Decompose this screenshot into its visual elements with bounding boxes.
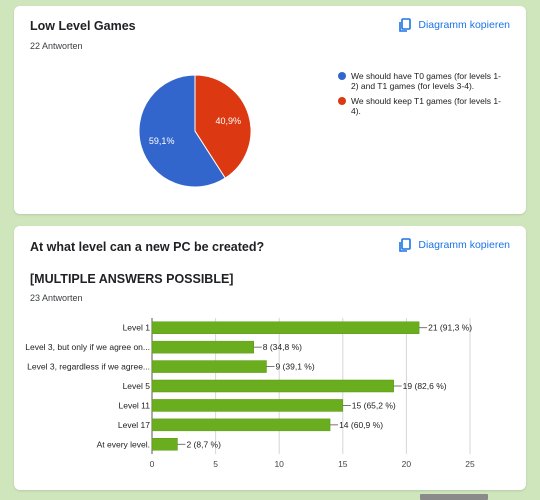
category-label: Level 3, but only if we agree on... [25,342,150,352]
bar-chart-card: At what level can a new PC be created? [… [14,226,526,490]
response-count: 23 Antworten [30,293,83,303]
data-label: 21 (91,3 %) [428,323,472,333]
legend-label: We should have T0 games (for levels 1-2)… [351,71,501,91]
data-label: 2 (8,7 %) [186,439,221,449]
copy-chart-label: Diagramm kopieren [418,19,510,31]
pie-slice-0 [138,74,226,188]
scrollbar-thumb[interactable] [420,494,488,500]
x-tick-label: 20 [402,459,412,469]
category-label: Level 1 [123,323,151,333]
bar [151,360,267,373]
pie-slice-label: 59,1% [149,136,175,146]
question-title: At what level can a new PC be created? [30,240,265,254]
response-count: 22 Antworten [30,41,83,51]
copy-chart-button[interactable]: Diagramm kopieren [398,18,510,32]
pie-slice-label: 40,9% [216,116,242,126]
pie-chart-card: Low Level Games 22 Antworten Diagramm ko… [14,6,526,214]
bar-chart: 0 5 10 15 20 25 Level 1 21 (91,3 %) Level 3, but… [25,318,475,469]
bar [151,399,344,412]
data-label: 15 (65,2 %) [352,400,396,410]
x-tick-label: 25 [465,459,475,469]
legend-swatch [338,97,346,105]
copy-icon [398,18,412,32]
x-tick-label: 10 [274,459,284,469]
pie-legend: We should have T0 games (for levels 1-2)… [338,71,508,121]
copy-icon [398,238,412,252]
legend-entry: We should keep T1 games (for levels 1-4)… [338,96,508,116]
category-label: Level 5 [123,381,151,391]
category-label: At every level. [97,439,150,449]
pie-chart: 59,1% 40,9% [138,74,252,188]
data-label: 9 (39,1 %) [275,362,314,372]
bar [151,321,420,334]
x-tick-label: 5 [213,459,218,469]
legend-entry: We should have T0 games (for levels 1-2)… [338,71,508,91]
question-subtitle: [MULTIPLE ANSWERS POSSIBLE] [30,272,234,286]
legend-label: We should keep T1 games (for levels 1-4)… [351,96,501,116]
bar [151,379,394,393]
category-label: Level 11 [118,400,150,410]
pie-slice-1 [194,74,252,179]
bar [151,340,255,354]
data-label: 19 (82,6 %) [403,381,447,391]
bar [151,418,331,432]
category-label: Level 17 [118,420,150,430]
category-label: Level 3, regardless if we agree... [27,362,150,372]
copy-chart-button[interactable]: Diagramm kopieren [398,238,510,252]
x-tick-label: 0 [150,459,155,469]
data-label: 8 (34,8 %) [263,342,302,352]
question-title: Low Level Games [30,19,136,33]
copy-chart-label: Diagramm kopieren [418,239,510,251]
legend-swatch [338,72,346,80]
bar [151,438,178,451]
data-label: 14 (60,9 %) [339,420,383,430]
x-tick-label: 15 [338,459,348,469]
